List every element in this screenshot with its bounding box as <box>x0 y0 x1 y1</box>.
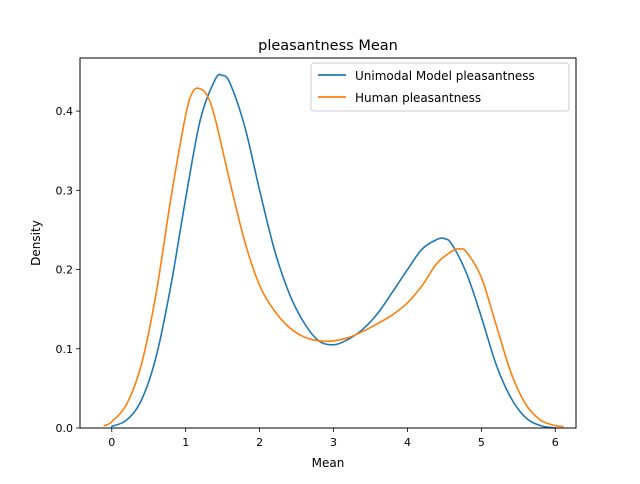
legend-label-human: Human pleasantness <box>355 91 481 105</box>
plot-area <box>80 58 576 428</box>
x-tick-label: 3 <box>330 436 337 449</box>
legend-frame <box>310 62 570 112</box>
y-tick-label: 0.0 <box>56 422 74 435</box>
plot-background <box>80 58 576 428</box>
x-tick-label: 6 <box>552 436 559 449</box>
x-tick-label: 0 <box>108 436 115 449</box>
legend: Unimodal Model pleasantness Human pleasa… <box>310 62 570 112</box>
x-tick-label: 4 <box>404 436 411 449</box>
axes-frame <box>79 57 577 429</box>
axes-layer <box>79 57 577 429</box>
y-tick-label: 0.2 <box>56 264 74 277</box>
series-line-unimodal <box>110 73 557 429</box>
x-axis-label: Mean <box>312 456 345 470</box>
y-tick-label: 0.3 <box>56 184 74 197</box>
series-layer <box>103 73 564 429</box>
y-tick-label: 0.4 <box>56 105 74 118</box>
legend-label-unimodal: Unimodal Model pleasantness <box>355 69 535 83</box>
y-axis-label: Density <box>29 220 43 266</box>
x-axis-ticks: 0 1 2 3 4 5 6 <box>108 428 559 449</box>
y-axis-ticks: 0.0 0.1 0.2 0.3 0.4 <box>56 105 80 435</box>
x-tick-label: 5 <box>478 436 485 449</box>
y-tick-label: 0.1 <box>56 343 74 356</box>
series-line-human <box>103 87 564 428</box>
x-tick-label: 1 <box>182 436 189 449</box>
x-tick-label: 2 <box>256 436 263 449</box>
chart-title: pleasantness Mean <box>258 38 398 54</box>
